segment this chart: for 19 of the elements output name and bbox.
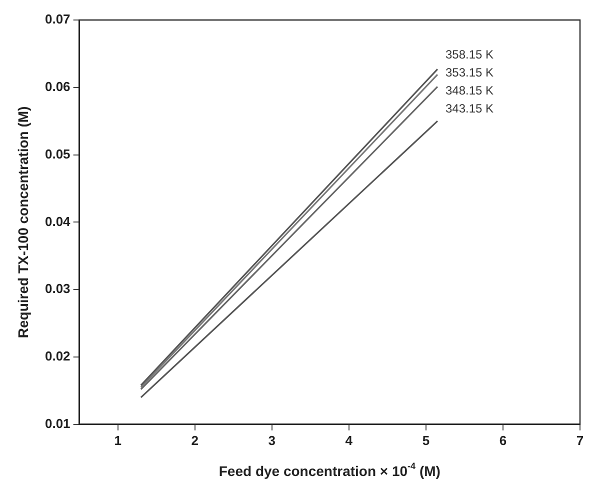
series-label: 348.15 K	[445, 84, 494, 98]
y-tick-label: 0.03	[44, 281, 70, 296]
x-tick-label: 2	[191, 432, 198, 448]
x-tick-label: 1	[114, 432, 122, 448]
series-label: 358.15 K	[445, 48, 494, 62]
series-label: 343.15 K	[445, 102, 494, 116]
y-tick-label: 0.06	[44, 78, 70, 94]
x-tick-label: 6	[499, 432, 507, 448]
y-axis-title: Required TX-100 concentration (M)	[14, 106, 31, 338]
x-tick-label: 4	[345, 432, 354, 448]
y-tick-label: 0.02	[44, 348, 70, 364]
y-tick-label: 0.05	[44, 146, 70, 162]
y-tick-label: 0.01	[44, 416, 70, 431]
series-label: 353.15 K	[445, 66, 494, 80]
x-tick-label: 7	[576, 432, 584, 448]
y-tick-label: 0.07	[44, 12, 70, 27]
x-tick-label: 5	[422, 432, 430, 448]
x-tick-label: 3	[268, 432, 276, 448]
y-tick-label: 0.04	[44, 214, 72, 229]
